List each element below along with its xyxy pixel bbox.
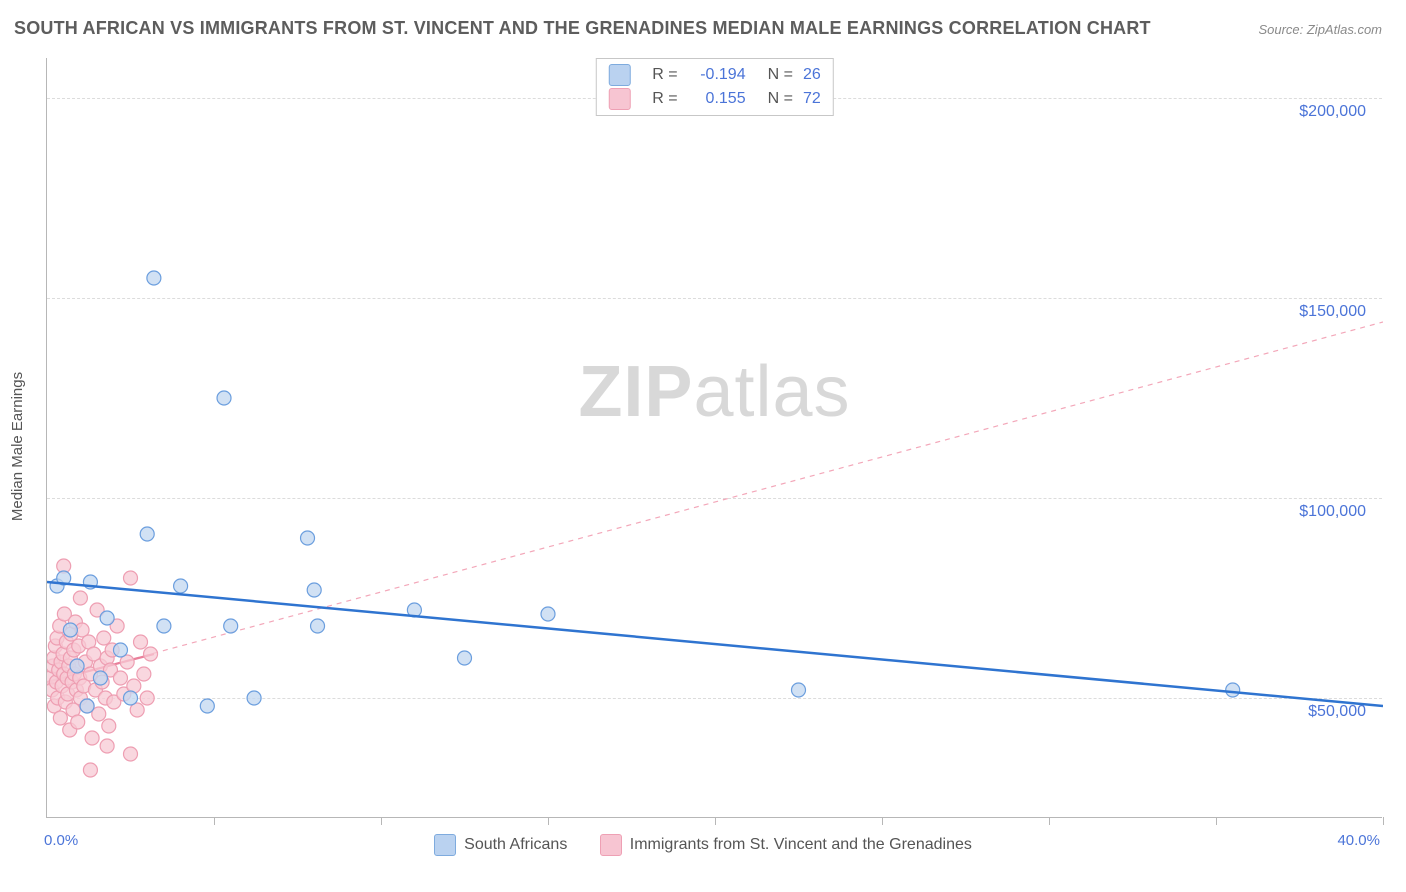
scatter-point-blue — [63, 623, 77, 637]
scatter-point-pink — [102, 719, 116, 733]
scatter-point-blue — [113, 643, 127, 657]
scatter-point-blue — [200, 699, 214, 713]
scatter-point-pink — [124, 747, 138, 761]
scatter-point-pink — [140, 691, 154, 705]
scatter-point-pink — [134, 635, 148, 649]
chart-title: SOUTH AFRICAN VS IMMIGRANTS FROM ST. VIN… — [14, 18, 1151, 39]
series-legend: South Africans Immigrants from St. Vince… — [0, 834, 1406, 861]
x-tick — [715, 817, 716, 825]
x-tick — [548, 817, 549, 825]
scatter-point-blue — [80, 699, 94, 713]
scatter-point-blue — [140, 527, 154, 541]
legend-item-pink: Immigrants from St. Vincent and the Gren… — [600, 834, 972, 856]
scatter-point-pink — [73, 591, 87, 605]
x-tick — [882, 817, 883, 825]
scatter-point-pink — [137, 667, 151, 681]
legend-N-label: N = — [768, 66, 793, 84]
plot-area: ZIPatlas R = -0.194 N = 26 R = 0.155 N =… — [46, 58, 1382, 818]
x-tick — [1383, 817, 1384, 825]
x-tick — [1049, 817, 1050, 825]
x-tick — [381, 817, 382, 825]
legend-row-blue: R = -0.194 N = 26 — [608, 63, 820, 87]
legend-R-value-pink: 0.155 — [688, 90, 746, 108]
legend-swatch-blue — [608, 64, 630, 86]
scatter-point-blue — [100, 611, 114, 625]
plot-svg — [47, 58, 1383, 818]
scatter-point-blue — [301, 531, 315, 545]
source-label: Source: ZipAtlas.com — [1258, 22, 1382, 37]
scatter-point-blue — [93, 671, 107, 685]
legend-item-blue: South Africans — [434, 834, 567, 856]
scatter-point-blue — [217, 391, 231, 405]
scatter-point-pink — [144, 647, 158, 661]
legend-swatch-pink — [600, 834, 622, 856]
x-tick — [1216, 817, 1217, 825]
scatter-point-blue — [124, 691, 138, 705]
scatter-point-pink — [85, 731, 99, 745]
scatter-point-blue — [147, 271, 161, 285]
legend-R-value-blue: -0.194 — [688, 66, 746, 84]
trend-line — [47, 582, 1383, 706]
correlation-legend: R = -0.194 N = 26 R = 0.155 N = 72 — [595, 58, 833, 116]
scatter-point-blue — [1226, 683, 1240, 697]
scatter-point-blue — [174, 579, 188, 593]
scatter-point-pink — [113, 671, 127, 685]
scatter-point-blue — [247, 691, 261, 705]
y-axis-label: Median Male Earnings — [10, 371, 27, 520]
legend-label-pink: Immigrants from St. Vincent and the Gren… — [630, 836, 972, 854]
y-axis-label-wrap: Median Male Earnings — [4, 0, 32, 892]
legend-swatch-pink — [608, 88, 630, 110]
scatter-point-blue — [307, 583, 321, 597]
scatter-point-blue — [70, 659, 84, 673]
x-tick — [214, 817, 215, 825]
legend-N-value-pink: 72 — [803, 90, 821, 108]
scatter-point-blue — [458, 651, 472, 665]
scatter-point-pink — [97, 631, 111, 645]
scatter-point-pink — [100, 739, 114, 753]
legend-R-label: R = — [652, 66, 677, 84]
scatter-point-blue — [224, 619, 238, 633]
legend-R-label: R = — [652, 90, 677, 108]
scatter-point-pink — [124, 571, 138, 585]
legend-row-pink: R = 0.155 N = 72 — [608, 87, 820, 111]
trend-line — [47, 322, 1383, 682]
legend-N-value-blue: 26 — [803, 66, 821, 84]
legend-label-blue: South Africans — [464, 836, 567, 854]
scatter-point-blue — [311, 619, 325, 633]
legend-swatch-blue — [434, 834, 456, 856]
scatter-point-blue — [541, 607, 555, 621]
scatter-point-blue — [157, 619, 171, 633]
legend-N-label: N = — [768, 90, 793, 108]
scatter-point-pink — [83, 763, 97, 777]
scatter-point-pink — [53, 711, 67, 725]
scatter-point-blue — [792, 683, 806, 697]
scatter-point-pink — [71, 715, 85, 729]
